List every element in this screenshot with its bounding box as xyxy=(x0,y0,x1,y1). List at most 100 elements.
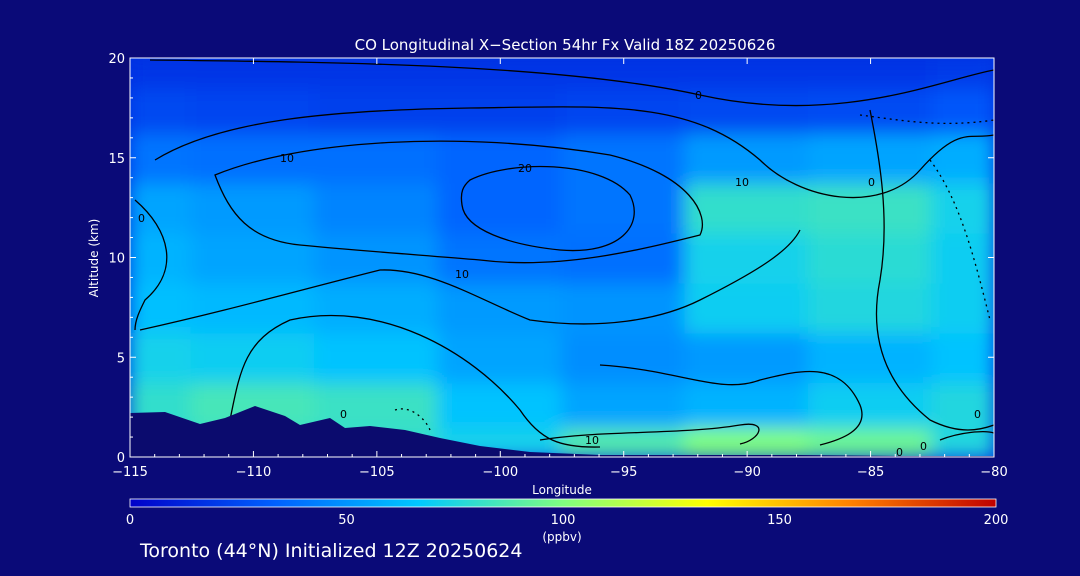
colorbar-tick-label: 150 xyxy=(767,513,792,528)
heatmap-cell xyxy=(684,381,810,429)
x-tick-label: −110 xyxy=(236,465,272,480)
x-tick-label: −115 xyxy=(112,465,148,480)
contour-line-10-mid xyxy=(214,140,704,264)
heatmap-cell xyxy=(684,281,810,334)
x-tick-label: −85 xyxy=(857,465,884,480)
contour-label: 20 xyxy=(518,162,532,175)
heatmap-cell xyxy=(130,331,193,384)
heatmap-cell xyxy=(561,231,687,284)
heatmap-cell xyxy=(130,181,193,234)
heatmap-cell xyxy=(314,331,440,384)
heatmap-cell xyxy=(931,231,994,284)
contour-line-0-mid-right xyxy=(599,364,863,446)
heatmap-cell xyxy=(190,181,317,234)
heatmap-cell xyxy=(190,331,317,384)
heatmap-cell xyxy=(437,131,563,184)
contour-label: 0 xyxy=(695,89,702,102)
heatmap-cell xyxy=(684,131,810,184)
y-tick-label: 20 xyxy=(108,52,125,67)
heatmap-cell xyxy=(190,281,317,334)
x-tick-label: −100 xyxy=(482,465,518,480)
colorbar-tick-label: 0 xyxy=(126,513,134,528)
contour-line-dotted xyxy=(929,159,991,321)
heatmap-cell xyxy=(807,231,934,284)
heatmap-cell xyxy=(437,231,563,284)
heatmap-cell xyxy=(684,86,810,134)
contour-line-0-left-west xyxy=(134,199,168,331)
x-tick-label: −105 xyxy=(359,465,395,480)
contour-label: 10 xyxy=(735,176,749,189)
heatmap-cell xyxy=(807,281,934,334)
heatmap-cell xyxy=(931,381,994,429)
heatmap-cell xyxy=(931,281,994,334)
y-tick-label: 10 xyxy=(108,252,125,267)
contour-label: 0 xyxy=(138,212,145,225)
heatmap-cell xyxy=(561,86,687,134)
heatmap-cell xyxy=(314,131,440,184)
chart-title: CO Longitudinal X−Section 54hr Fx Valid … xyxy=(355,36,776,54)
heatmap-cell xyxy=(561,281,687,334)
contour-label: 0 xyxy=(920,440,927,453)
contour-label: 10 xyxy=(280,152,294,165)
heatmap-cell xyxy=(807,381,934,429)
x-tick-label: −80 xyxy=(980,465,1007,480)
x-axis: −115 −110 −105 −100 −95 −90 −85 −80 xyxy=(112,58,1008,480)
heatmap-cell xyxy=(314,181,440,234)
heatmap-cell xyxy=(190,86,317,134)
colorbar-ticks: 0 50 100 150 200 xyxy=(126,513,1009,528)
x-tick-label: −95 xyxy=(610,465,637,480)
heatmap-cell xyxy=(130,231,193,284)
terrain-silhouette xyxy=(130,406,994,457)
contour-line-0-right xyxy=(869,109,994,431)
heatmap-cell xyxy=(561,381,687,429)
contour-line-10-outer xyxy=(154,106,994,199)
heatmap-cell xyxy=(684,231,810,284)
contour-label: 10 xyxy=(455,268,469,281)
heatmap-cell xyxy=(130,131,193,184)
contour-label: 0 xyxy=(896,446,903,459)
heatmap-cell xyxy=(931,86,994,134)
colorbar xyxy=(129,498,997,508)
heatmap-cell xyxy=(130,86,193,134)
y-tick-label: 15 xyxy=(108,152,125,167)
contour-line-10-lower xyxy=(139,229,801,331)
contour-line-20-core xyxy=(460,165,635,252)
contour-labels: 0 10 20 0 10 0 10 0 0 10 0 0 xyxy=(138,89,981,459)
heatmap-cell xyxy=(190,231,317,284)
heatmap-cell xyxy=(314,86,440,134)
heatmap-cell xyxy=(931,181,994,234)
heatmap-cell xyxy=(314,281,440,334)
x-axis-label: Longitude xyxy=(532,483,592,497)
y-axis-label: Altitude (km) xyxy=(87,219,101,298)
contour-lines xyxy=(134,59,994,448)
heatmap-cell xyxy=(807,331,934,384)
contour-line-0-left-bottom xyxy=(229,314,601,448)
heatmap-cell xyxy=(561,131,687,184)
heatmap-field xyxy=(130,58,994,457)
heatmap-cell xyxy=(931,331,994,384)
heatmap-cell xyxy=(437,181,563,234)
heatmap-cell xyxy=(130,58,193,89)
heatmap-cell xyxy=(561,181,687,234)
heatmap-cell xyxy=(807,181,934,234)
contour-line-0-bottom-right xyxy=(939,431,994,441)
contour-label: 0 xyxy=(974,408,981,421)
heatmap-cell xyxy=(437,86,563,134)
y-tick-label: 0 xyxy=(117,451,125,466)
contour-line-dotted-top xyxy=(859,114,994,125)
heatmap-cell xyxy=(437,331,563,384)
heatmap-cell xyxy=(190,131,317,184)
heatmap-cell xyxy=(684,331,810,384)
colorbar-tick-label: 200 xyxy=(984,513,1009,528)
contour-label: 0 xyxy=(340,408,347,421)
colorbar-unit-label: (ppbv) xyxy=(542,530,581,544)
x-tick-label: −90 xyxy=(733,465,760,480)
heatmap-cell xyxy=(931,131,994,184)
y-tick-label: 5 xyxy=(117,351,125,366)
contour-label: 10 xyxy=(585,434,599,447)
heatmap-cell xyxy=(314,381,440,429)
contour-line-0-upper xyxy=(149,59,994,107)
colorbar-tick-label: 100 xyxy=(551,513,576,528)
colorbar-tick-label: 50 xyxy=(338,513,355,528)
